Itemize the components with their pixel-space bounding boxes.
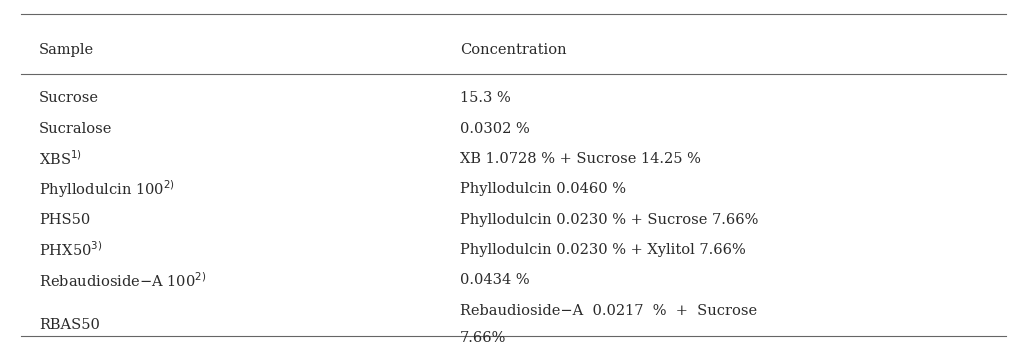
Text: Phyllodulcin 0.0230 % + Xylitol 7.66%: Phyllodulcin 0.0230 % + Xylitol 7.66% [460, 243, 746, 257]
Text: Sucrose: Sucrose [39, 91, 99, 105]
Text: PHS50: PHS50 [39, 213, 90, 227]
Text: PHX50$^{3)}$: PHX50$^{3)}$ [39, 241, 103, 259]
Text: Phyllodulcin 100$^{2)}$: Phyllodulcin 100$^{2)}$ [39, 179, 175, 200]
Text: 0.0302 %: 0.0302 % [460, 122, 530, 136]
Text: Sucralose: Sucralose [39, 122, 112, 136]
Text: 0.0434 %: 0.0434 % [460, 274, 530, 287]
Text: XBS$^{1)}$: XBS$^{1)}$ [39, 150, 82, 168]
Text: RBAS50: RBAS50 [39, 317, 100, 332]
Text: Concentration: Concentration [460, 43, 567, 57]
Text: 7.66%: 7.66% [460, 331, 506, 345]
Text: Rebaudioside−A  0.0217  %  +  Sucrose: Rebaudioside−A 0.0217 % + Sucrose [460, 304, 757, 318]
Text: Phyllodulcin 0.0230 % + Sucrose 7.66%: Phyllodulcin 0.0230 % + Sucrose 7.66% [460, 213, 759, 227]
Text: 15.3 %: 15.3 % [460, 91, 510, 105]
Text: XB 1.0728 % + Sucrose 14.25 %: XB 1.0728 % + Sucrose 14.25 % [460, 152, 701, 166]
Text: Rebaudioside−A 100$^{2)}$: Rebaudioside−A 100$^{2)}$ [39, 271, 206, 290]
Text: Phyllodulcin 0.0460 %: Phyllodulcin 0.0460 % [460, 183, 626, 196]
Text: Sample: Sample [39, 43, 94, 57]
